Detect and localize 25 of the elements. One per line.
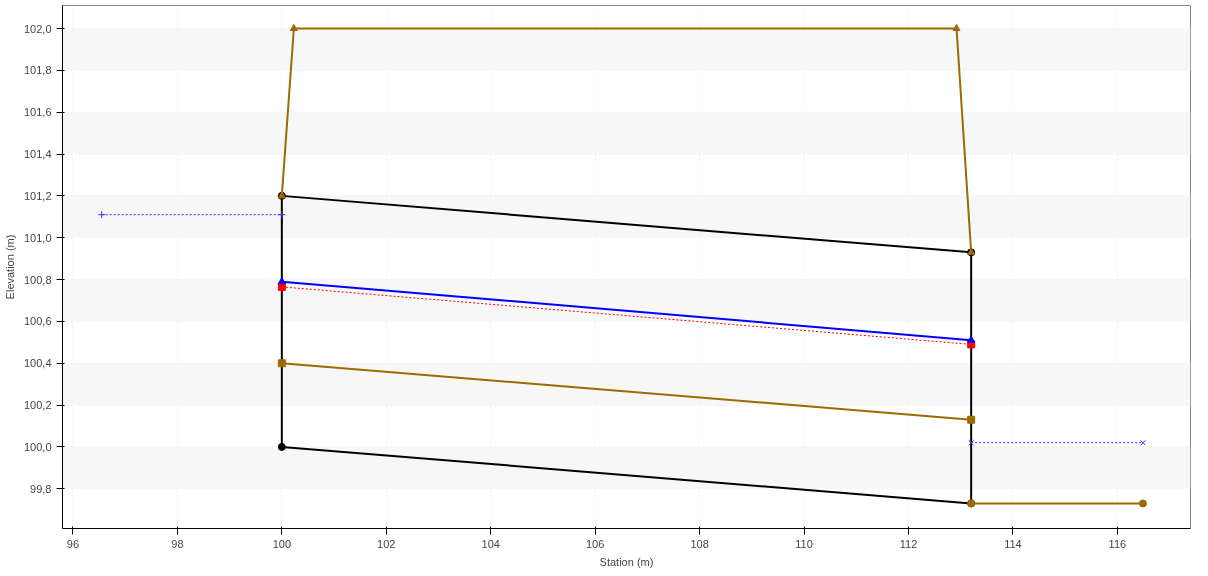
x-tick-label: 98 (171, 537, 184, 550)
y-tick-label: 101,4 (23, 148, 52, 161)
y-tick-label: 102,0 (23, 22, 52, 35)
y-tick-label: 100,8 (23, 273, 52, 286)
x-tick-label: 112 (899, 537, 918, 550)
y-tick-label: 101,8 (23, 64, 52, 77)
y-tick-label: 101,0 (23, 231, 52, 244)
x-tick-label: 100 (272, 537, 292, 550)
x-tick-label: 108 (690, 537, 709, 550)
x-axis-title: Station (m) (599, 555, 654, 568)
y-tick-label: 101,2 (23, 189, 52, 202)
y-axis-title: Elevation (m) (3, 234, 16, 300)
y-tick-label: 100,6 (23, 315, 52, 328)
x-tick-label: 114 (1004, 537, 1022, 550)
x-tick-label: 96 (66, 537, 80, 550)
x-tick-label: 102 (377, 537, 396, 550)
y-tick-label: 100,2 (23, 399, 52, 412)
x-tick-label: 110 (795, 537, 813, 550)
y-tick-label: 99,8 (30, 482, 52, 495)
x-tick-label: 104 (481, 537, 500, 550)
y-tick-label: 100,4 (23, 357, 52, 370)
y-tick-label: 100,0 (23, 440, 52, 453)
y-tick-label: 101,6 (23, 106, 52, 119)
x-tick-label: 106 (585, 537, 605, 550)
x-tick-label: 116 (1108, 537, 1127, 550)
